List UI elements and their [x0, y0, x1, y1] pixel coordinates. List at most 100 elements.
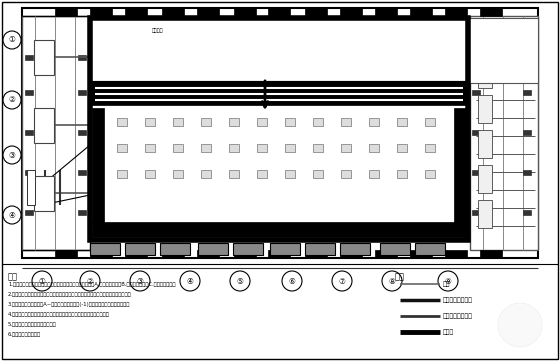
Bar — [162, 250, 184, 258]
Bar — [55, 8, 77, 16]
Bar — [285, 144, 295, 152]
Circle shape — [130, 271, 150, 291]
Bar — [430, 23, 456, 79]
Bar — [313, 170, 323, 178]
Bar — [478, 200, 492, 228]
Text: ①: ① — [39, 277, 45, 286]
Bar — [229, 144, 239, 152]
Bar — [90, 83, 468, 105]
Bar — [380, 243, 410, 255]
Bar — [199, 110, 223, 215]
Bar — [78, 210, 86, 215]
Bar — [367, 110, 391, 215]
Text: 4.空调柜的主机时销耗计算，请联系厂家确认，根据实际情况进行安装。: 4.空调柜的主机时销耗计算，请联系厂家确认，根据实际情况进行安装。 — [8, 312, 110, 317]
Bar — [198, 23, 224, 79]
Bar — [523, 90, 531, 95]
Bar — [90, 250, 112, 258]
Text: ⑤: ⑤ — [236, 277, 244, 286]
Text: 1.本工程设计采用标准模块化设计，具体大小参照厂家图纸。A.小屈制冗余量：B.小屈制冗余量：C.供货卖方提供。: 1.本工程设计采用标准模块化设计，具体大小参照厂家图纸。A.小屈制冗余量：B.小… — [8, 282, 175, 287]
Bar — [410, 250, 432, 258]
Bar — [55, 250, 77, 258]
Bar — [255, 110, 279, 215]
Text: ③: ③ — [137, 277, 143, 286]
Bar — [268, 250, 290, 258]
Bar — [423, 110, 447, 215]
Bar — [173, 118, 183, 126]
Circle shape — [3, 206, 21, 224]
Bar — [145, 144, 155, 152]
Bar — [470, 16, 538, 250]
Bar — [369, 118, 379, 126]
Text: 3.空调机组混水管算法（A~五层），推荐设置：(-1)，合理进行算法选择，备用。: 3.空调机组混水管算法（A~五层），推荐设置：(-1)，合理进行算法选择，备用。 — [8, 302, 130, 307]
Bar — [314, 23, 340, 79]
Bar — [257, 170, 267, 178]
Bar — [285, 23, 311, 79]
Bar — [523, 55, 531, 60]
Text: 5.具体安装形式，详见安装大样。: 5.具体安装形式，详见安装大样。 — [8, 322, 57, 327]
Bar — [25, 170, 33, 175]
Bar — [343, 23, 369, 79]
Bar — [145, 170, 155, 178]
Bar — [90, 18, 468, 240]
Bar — [341, 118, 351, 126]
Bar — [198, 243, 228, 255]
Bar — [313, 144, 323, 152]
Bar — [78, 170, 86, 175]
Text: 图例说明: 图例说明 — [152, 28, 164, 33]
Circle shape — [3, 146, 21, 164]
Bar — [257, 144, 267, 152]
Text: ⑦: ⑦ — [339, 277, 346, 286]
Bar — [415, 243, 445, 255]
Bar — [117, 118, 127, 126]
Bar — [285, 118, 295, 126]
Bar — [454, 108, 466, 223]
Bar — [445, 8, 467, 16]
Bar — [96, 24, 108, 54]
Text: 水管: 水管 — [443, 281, 450, 287]
Bar — [397, 170, 407, 178]
Text: ⑥: ⑥ — [288, 277, 296, 286]
Bar — [125, 250, 147, 258]
Text: 图例: 图例 — [395, 272, 405, 281]
Bar — [523, 170, 531, 175]
Text: ①: ① — [8, 35, 16, 44]
Bar — [478, 25, 492, 53]
Bar — [480, 8, 502, 16]
Text: 注：: 注： — [8, 272, 18, 281]
Bar — [375, 8, 397, 16]
Circle shape — [32, 271, 52, 291]
Bar — [425, 170, 435, 178]
Bar — [369, 144, 379, 152]
Bar — [92, 108, 104, 223]
Bar — [478, 130, 492, 158]
Text: ②: ② — [8, 96, 16, 104]
Circle shape — [332, 271, 352, 291]
Bar — [92, 222, 466, 237]
Bar — [472, 170, 480, 175]
Bar — [22, 16, 90, 250]
Bar — [340, 243, 370, 255]
Text: ④: ④ — [8, 210, 16, 219]
Bar — [472, 130, 480, 135]
Text: ③: ③ — [8, 151, 16, 160]
Bar — [22, 8, 538, 258]
Bar — [34, 40, 54, 75]
Text: ②: ② — [87, 277, 94, 286]
Bar — [397, 118, 407, 126]
Bar — [78, 130, 86, 135]
Text: ⑧: ⑧ — [389, 277, 395, 286]
Bar — [145, 118, 155, 126]
Circle shape — [282, 271, 302, 291]
Bar — [313, 118, 323, 126]
Bar — [117, 170, 127, 178]
Bar — [375, 250, 397, 258]
Bar — [233, 243, 263, 255]
Bar — [395, 110, 419, 215]
Bar — [397, 144, 407, 152]
Bar — [197, 8, 219, 16]
Bar — [340, 250, 362, 258]
Bar — [162, 8, 184, 16]
Bar — [472, 210, 480, 215]
Bar — [305, 8, 327, 16]
Bar — [468, 18, 538, 83]
